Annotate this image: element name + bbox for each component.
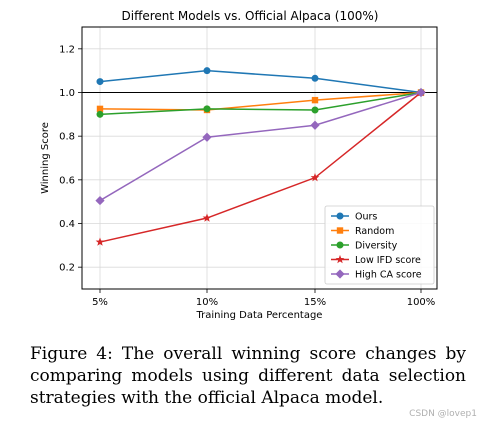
axes: 0.2 0.4 0.6 0.8 1.0 1.2 5% 10% 15% 100% xyxy=(59,44,435,308)
legend-marker-high-ca-score xyxy=(335,269,345,279)
legend-marker-ours xyxy=(336,212,344,220)
series-group xyxy=(95,67,426,246)
data-point-random xyxy=(311,96,319,104)
y-axis-label: Winning Score xyxy=(40,122,51,194)
x-axis-label: Training Data Percentage xyxy=(196,310,323,321)
data-point-low-ifd-score xyxy=(202,213,212,222)
series-line-random xyxy=(99,91,422,111)
data-point-high-ca-score xyxy=(95,195,105,206)
data-point-random xyxy=(96,105,104,113)
series-line-low-ifd-score xyxy=(99,91,422,243)
data-point-ours xyxy=(311,74,319,82)
y-tick-label: 0.8 xyxy=(59,132,75,143)
x-tick-label: 15% xyxy=(304,297,326,308)
legend-label-high-ca-score: High CA score xyxy=(355,270,422,281)
legend-marker-low-ifd-score xyxy=(335,254,345,264)
data-point-high-ca-score xyxy=(202,132,212,142)
series-line-diversity xyxy=(99,91,422,116)
y-tick-label: 1.0 xyxy=(59,88,75,99)
data-point-diversity xyxy=(203,105,211,113)
x-tick-label: 10% xyxy=(196,297,218,308)
y-tick-label: 0.2 xyxy=(59,263,75,274)
data-point-low-ifd-score xyxy=(95,237,105,246)
series-line-ours xyxy=(99,69,422,94)
plot-frame xyxy=(81,26,438,290)
data-point-high-ca-score xyxy=(310,120,320,130)
legend-box xyxy=(324,205,435,285)
chart: Different Models vs. Official Alpaca (10… xyxy=(40,9,438,321)
data-point-ours xyxy=(203,67,211,75)
y-tick-label: 1.2 xyxy=(59,44,75,55)
legend-marker-random xyxy=(336,227,344,234)
x-tick-label: 5% xyxy=(92,297,108,308)
x-tick-label: 100% xyxy=(407,297,436,308)
legend-label-diversity: Diversity xyxy=(355,241,398,252)
watermark: CSDN @lovep1 xyxy=(409,409,477,419)
legend: Ours Random Diversity Low IFD score High CA … xyxy=(324,205,435,285)
series-line-high-ca-score xyxy=(99,91,422,202)
data-point-low-ifd-score xyxy=(310,173,320,182)
legend-label-random: Random xyxy=(355,226,394,237)
figure-caption: Figure 4: The overall winning score chan… xyxy=(30,344,466,408)
data-point-ours xyxy=(96,78,104,86)
data-point-diversity xyxy=(96,110,104,118)
chart-title: Different Models vs. Official Alpaca (10… xyxy=(122,9,379,23)
legend-label-ours: Ours xyxy=(355,212,377,223)
data-point-high-ca-score xyxy=(416,87,426,98)
legend-marker-diversity xyxy=(336,241,344,249)
data-point-diversity xyxy=(311,106,319,114)
legend-label-low-ifd-score: Low IFD score xyxy=(355,255,421,266)
y-tick-label: 0.6 xyxy=(59,175,75,186)
y-tick-label: 0.4 xyxy=(59,219,75,230)
